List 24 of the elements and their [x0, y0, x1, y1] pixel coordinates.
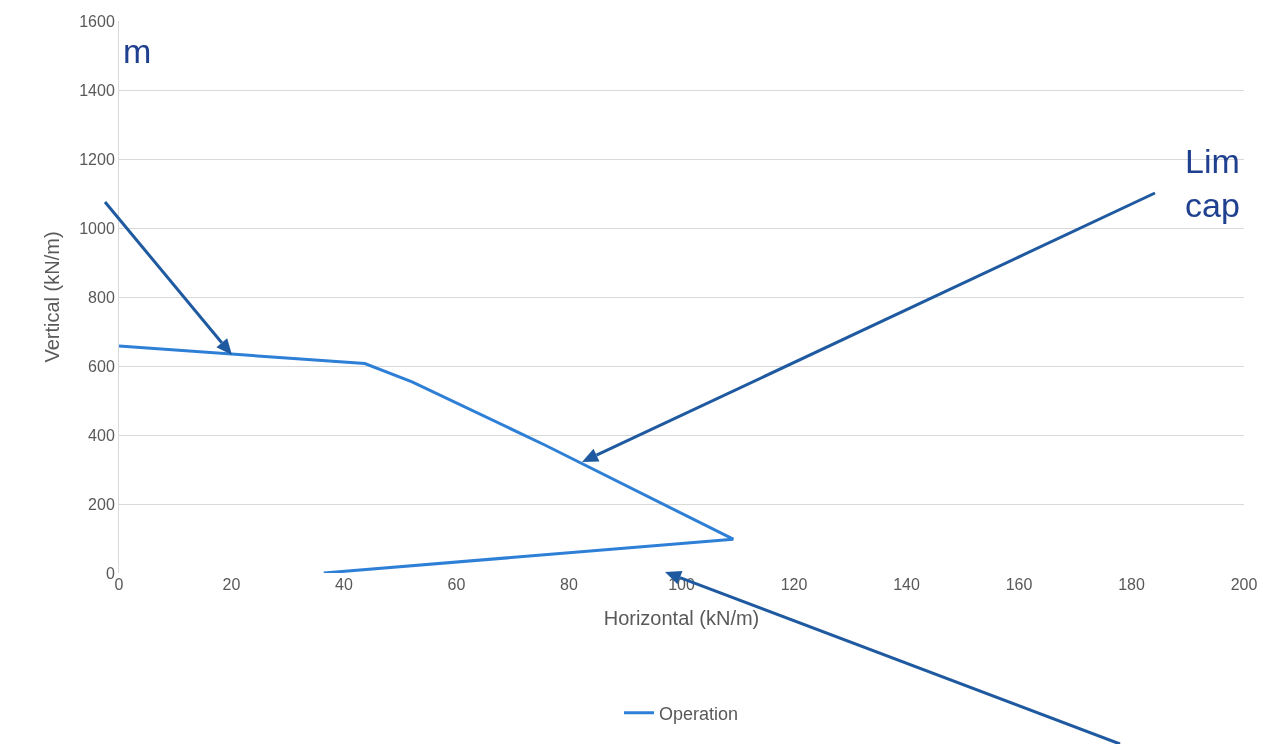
x-tick-label: 60 — [447, 576, 466, 593]
y-axis-title: Vertical (kN/m) — [40, 231, 63, 363]
x-tick-label: 160 — [1005, 576, 1033, 593]
x-tick-label: 80 — [560, 576, 578, 593]
y-tick-label: 0 — [105, 564, 115, 582]
annotation: m — [123, 32, 152, 70]
x-tick-label: 180 — [1118, 576, 1145, 593]
y-tick-label: 400 — [88, 426, 115, 444]
x-tick-label: 140 — [893, 576, 920, 593]
y-tick-label: 1600 — [79, 12, 115, 30]
legend-label: Operation — [659, 703, 739, 724]
y-tick-label: 800 — [88, 288, 115, 306]
y-tick-label: 1000 — [79, 219, 115, 237]
x-tick-label: 20 — [222, 576, 241, 593]
y-tick-label: 200 — [88, 495, 115, 513]
x-tick-label: 120 — [780, 576, 808, 593]
y-tick-label: 1200 — [79, 150, 115, 168]
y-tick-label: 600 — [88, 357, 115, 375]
y-tick-label: 1400 — [79, 81, 115, 99]
x-tick-label: 40 — [335, 576, 353, 593]
annotation: Lim cap — [1185, 142, 1240, 225]
x-tick-label: 200 — [1230, 576, 1258, 593]
x-axis-title: Horizontal (kN/m) — [603, 606, 760, 629]
line-series — [119, 344, 735, 573]
